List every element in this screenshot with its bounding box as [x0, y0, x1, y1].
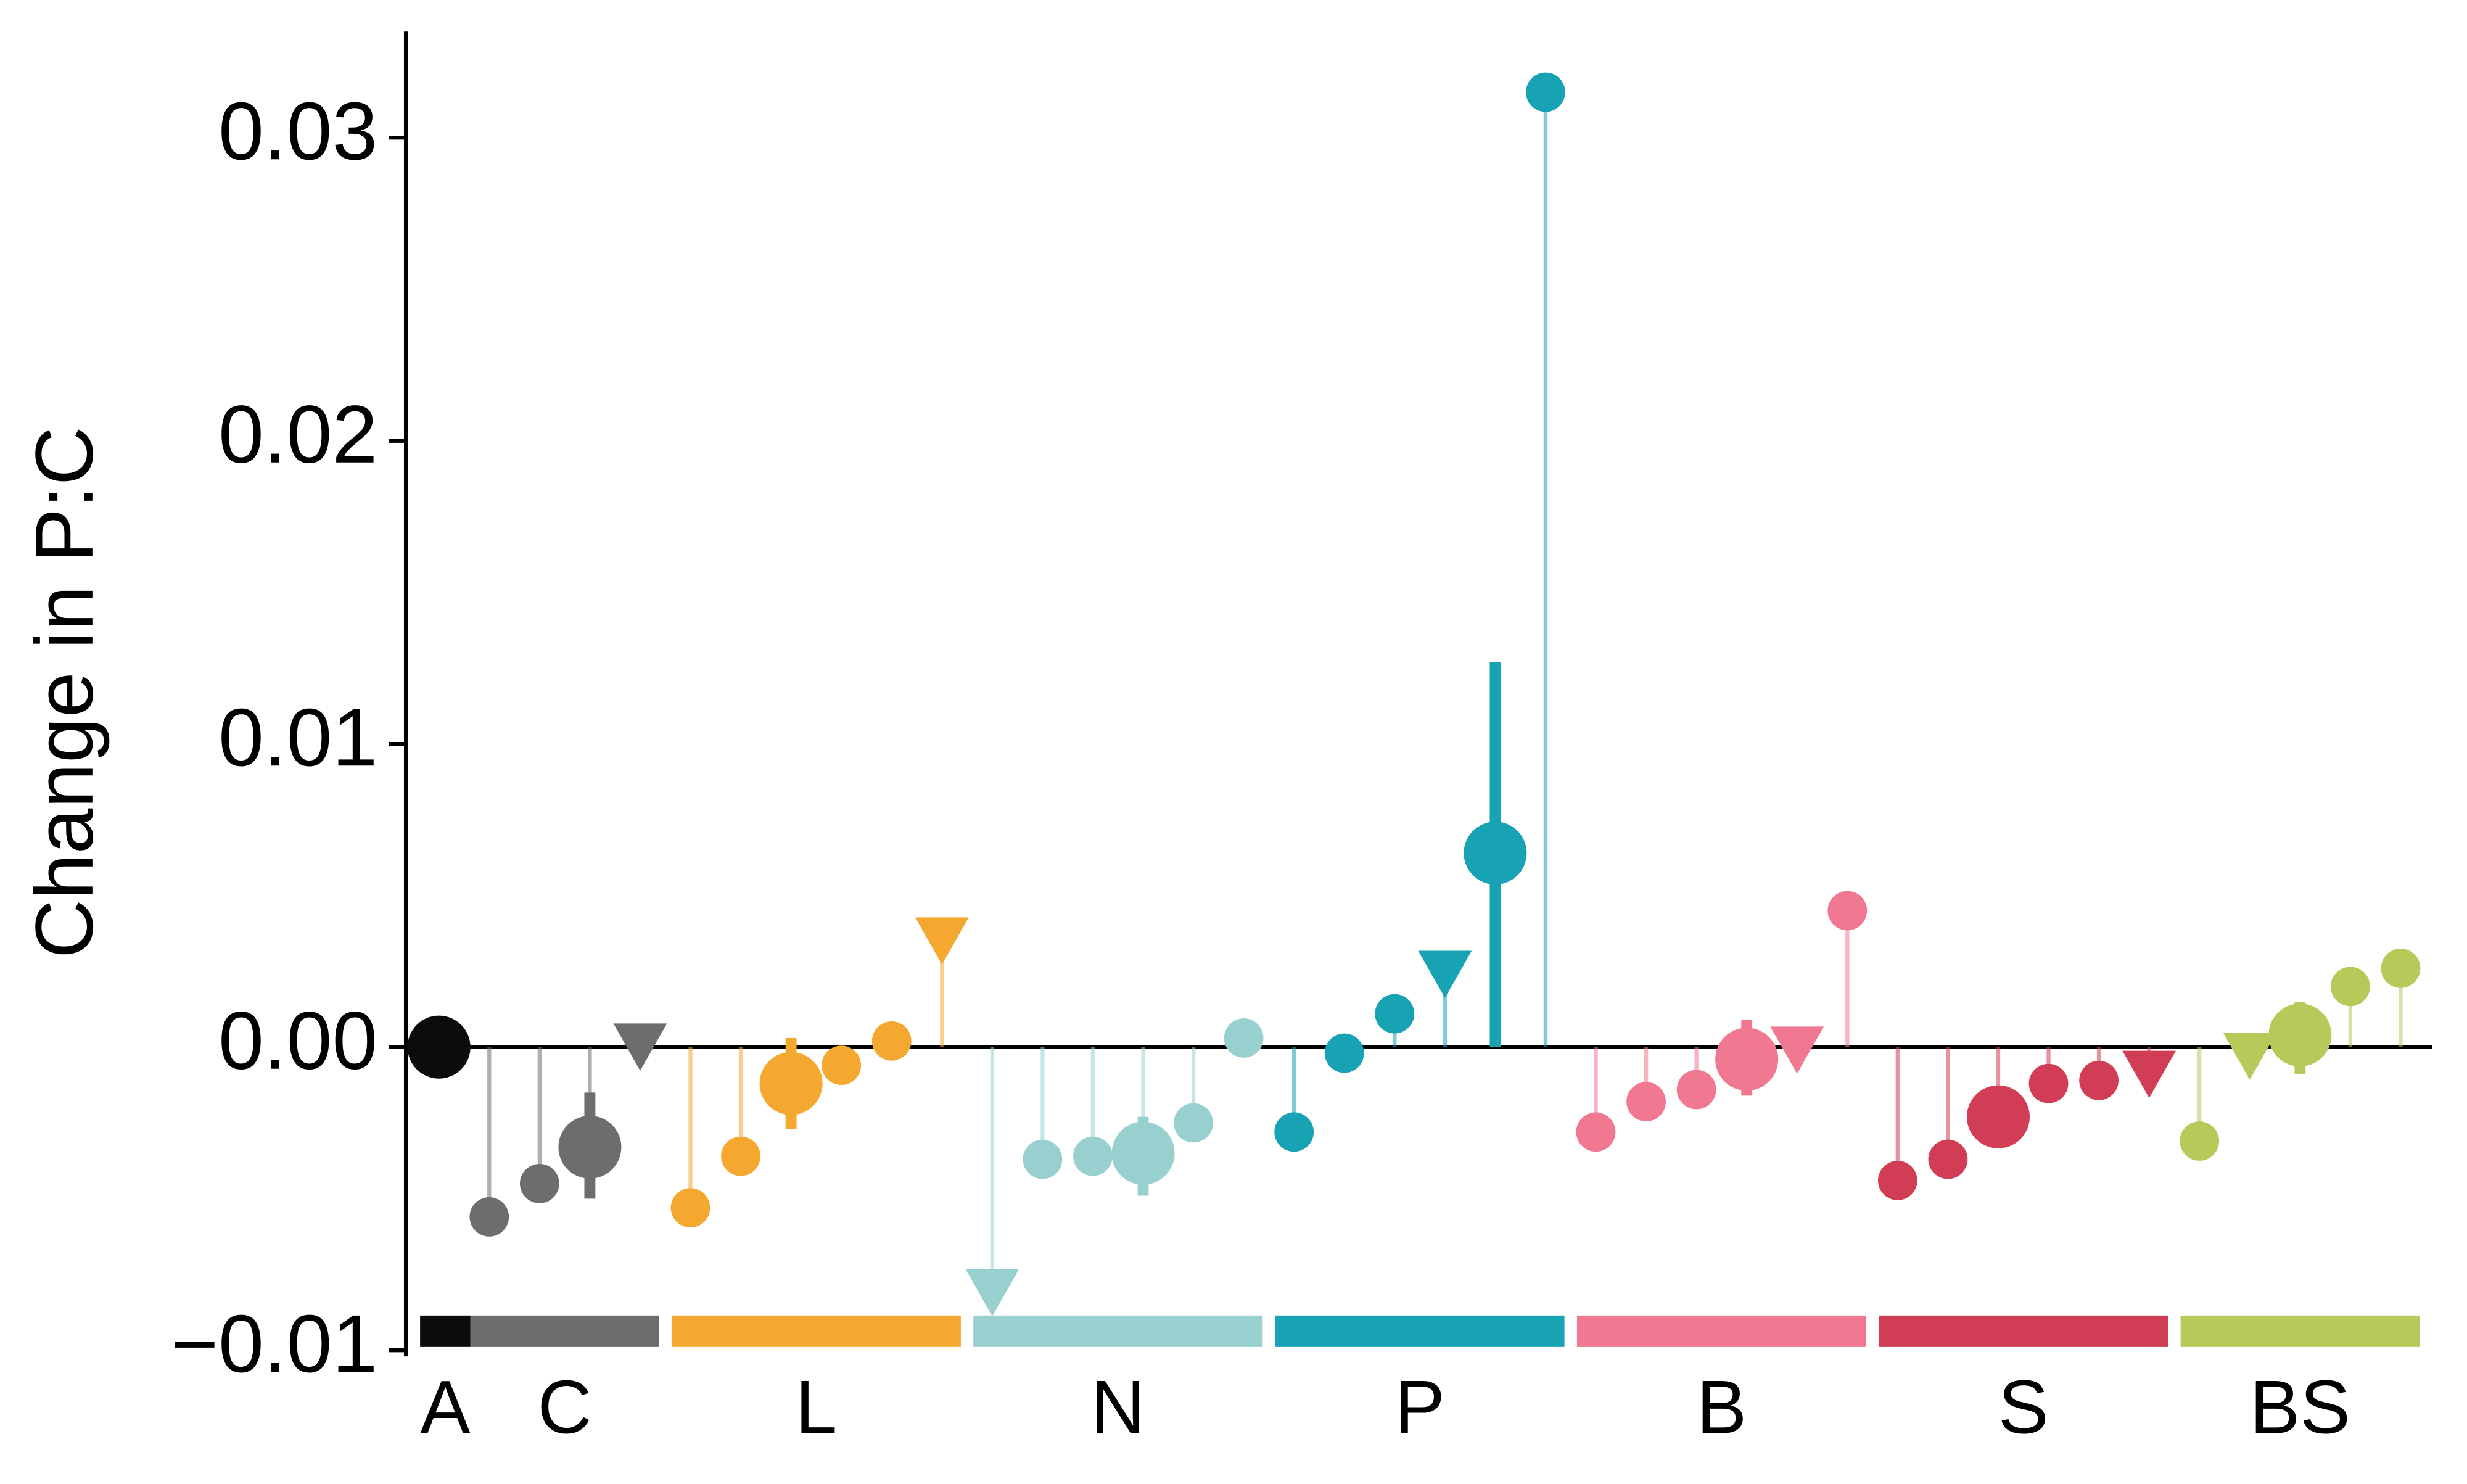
y-tick-label: 0.00	[218, 996, 377, 1087]
y-axis-label: Change in P:C	[19, 426, 110, 958]
point	[1928, 1139, 1968, 1179]
point	[2381, 949, 2421, 988]
point	[519, 1163, 559, 1203]
group-label: BS	[2250, 1364, 2350, 1449]
point	[1827, 891, 1868, 931]
point	[1073, 1136, 1113, 1176]
point	[1375, 994, 1415, 1034]
triangle-marker	[2122, 1050, 2177, 1099]
point	[1324, 1033, 1364, 1073]
point	[871, 1021, 912, 1061]
point	[1576, 1112, 1616, 1152]
point	[1464, 822, 1527, 885]
y-tick-label: 0.02	[218, 389, 377, 480]
point	[721, 1136, 760, 1176]
triangle-marker	[1770, 1026, 1824, 1074]
point	[1526, 72, 1565, 112]
group-label: N	[1091, 1364, 1145, 1449]
point	[2180, 1121, 2220, 1161]
group-label: A	[420, 1364, 471, 1449]
y-tick-label: 0.03	[218, 86, 377, 177]
point	[1111, 1121, 1175, 1185]
point	[2330, 967, 2370, 1007]
group-bar	[973, 1315, 1263, 1347]
point	[2028, 1063, 2069, 1103]
triangle-marker	[965, 1269, 1019, 1317]
group-bar	[420, 1315, 471, 1347]
point	[1224, 1018, 1264, 1058]
group-bar	[1275, 1315, 1565, 1347]
point	[2079, 1060, 2119, 1100]
group-bar	[671, 1315, 961, 1347]
point	[1626, 1082, 1666, 1122]
point	[1877, 1161, 1917, 1200]
y-tick-label: −0.01	[171, 1298, 378, 1390]
group-label: B	[1697, 1364, 1747, 1449]
point	[407, 1015, 471, 1079]
group-bar	[470, 1315, 659, 1347]
point	[1023, 1139, 1063, 1179]
y-tick-label: 0.01	[218, 692, 377, 783]
point	[1676, 1070, 1716, 1110]
group-bar	[1879, 1315, 2168, 1347]
group-label: S	[1998, 1364, 2049, 1449]
group-bar	[2180, 1315, 2420, 1347]
triangle-marker	[2223, 1033, 2277, 1080]
triangle-marker	[1418, 950, 1472, 998]
point	[1274, 1112, 1314, 1152]
point	[822, 1045, 862, 1086]
group-label: P	[1394, 1364, 1445, 1449]
group-label: C	[537, 1364, 591, 1449]
triangle-marker	[613, 1023, 667, 1071]
point	[1174, 1103, 1213, 1143]
point	[469, 1197, 509, 1237]
group-bar	[1576, 1315, 1866, 1347]
point	[759, 1052, 823, 1115]
point	[2268, 1003, 2332, 1067]
group-label: L	[795, 1364, 837, 1449]
triangle-marker	[915, 917, 969, 965]
point	[1966, 1085, 2030, 1148]
point	[670, 1188, 710, 1228]
point	[1715, 1028, 1779, 1091]
point	[558, 1115, 622, 1179]
